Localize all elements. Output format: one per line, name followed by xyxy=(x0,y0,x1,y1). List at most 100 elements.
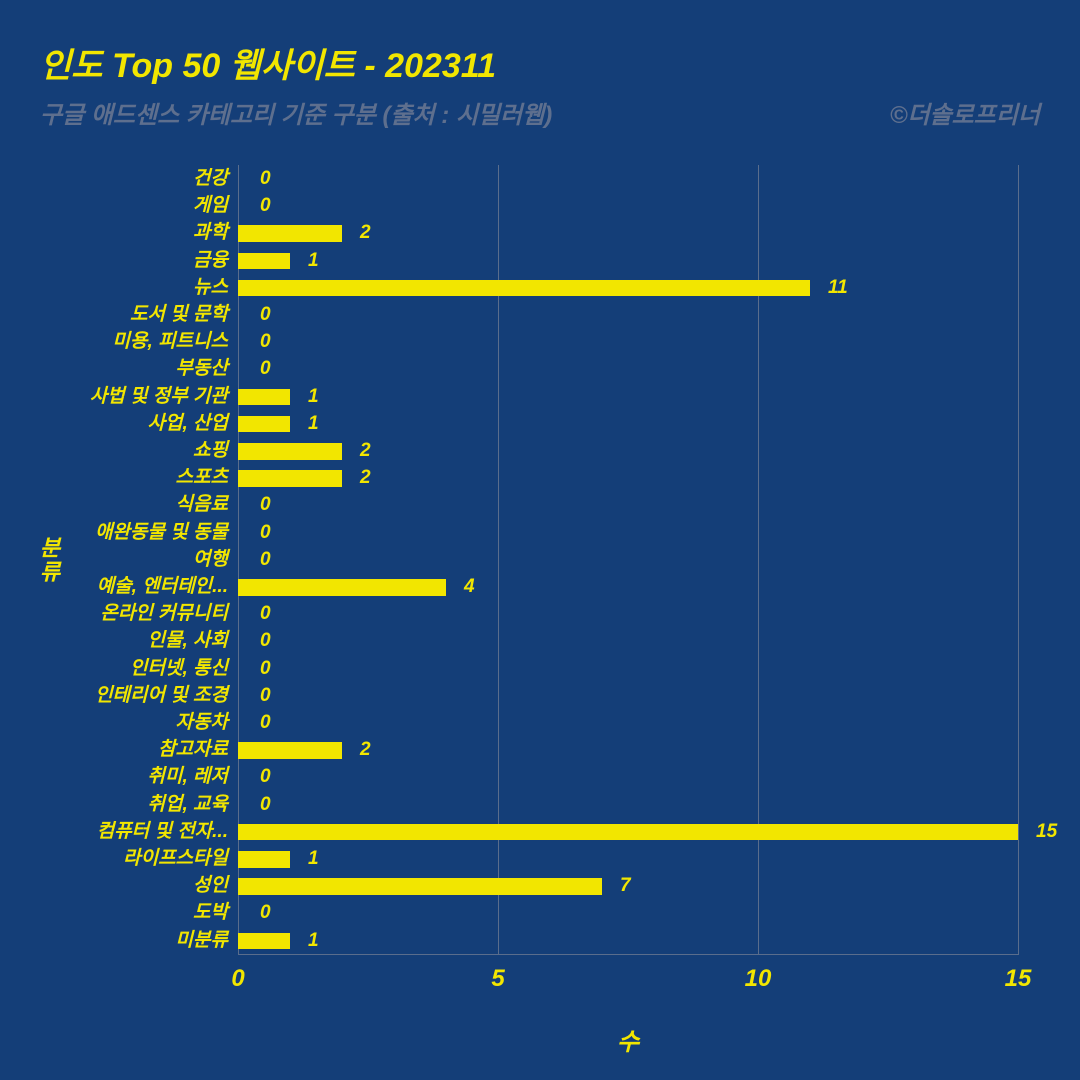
bar xyxy=(238,579,446,596)
bar xyxy=(238,470,342,487)
value-label: 1 xyxy=(308,383,319,410)
value-label: 1 xyxy=(308,410,319,437)
bar-row: 스포츠2 xyxy=(238,464,1018,491)
category-label: 인물, 사회 xyxy=(148,627,238,654)
category-label: 부동산 xyxy=(176,355,238,382)
bar-row: 도박0 xyxy=(238,899,1018,926)
value-label: 0 xyxy=(260,791,271,818)
value-label: 0 xyxy=(260,655,271,682)
category-label: 도서 및 문학 xyxy=(130,301,238,328)
bar-row: 예술, 엔터테인...4 xyxy=(238,573,1018,600)
category-label: 취미, 레저 xyxy=(148,763,238,790)
x-tick-label: 15 xyxy=(1005,965,1032,993)
x-ticks: 수 051015 xyxy=(238,965,1018,1005)
chart-title: 인도 Top 50 웹사이트 - 202311 xyxy=(40,46,1040,87)
bar xyxy=(238,225,342,242)
category-label: 식음료 xyxy=(176,491,238,518)
value-label: 0 xyxy=(260,546,271,573)
bar xyxy=(238,933,290,950)
value-label: 0 xyxy=(260,600,271,627)
bar-row: 취미, 레저0 xyxy=(238,763,1018,790)
value-label: 0 xyxy=(260,192,271,219)
bar xyxy=(238,416,290,433)
value-label: 2 xyxy=(360,736,371,763)
bar xyxy=(238,280,810,297)
value-label: 0 xyxy=(260,682,271,709)
category-label: 자동차 xyxy=(176,709,238,736)
category-label: 과학 xyxy=(193,219,238,246)
bar xyxy=(238,389,290,406)
category-label: 컴퓨터 및 전자... xyxy=(97,818,238,845)
value-label: 0 xyxy=(260,709,271,736)
bar xyxy=(238,742,342,759)
bar xyxy=(238,878,602,895)
category-label: 여행 xyxy=(193,546,238,573)
category-label: 인터넷, 통신 xyxy=(130,655,238,682)
bar-row: 인터넷, 통신0 xyxy=(238,655,1018,682)
bar-row: 취업, 교육0 xyxy=(238,791,1018,818)
category-label: 금융 xyxy=(193,247,238,274)
y-axis-label: 분류 xyxy=(32,536,64,584)
x-tick-label: 5 xyxy=(491,965,504,993)
plot-area: 분류 수 051015 건강0게임0과학2금융1뉴스11도서 및 문학0미용, … xyxy=(238,165,1018,955)
chart-subtitle: 구글 애드센스 카테고리 기준 구분 (출처 : 시밀러웹) xyxy=(40,95,552,130)
bar-row: 미분류1 xyxy=(238,927,1018,954)
bar-row: 인테리어 및 조경0 xyxy=(238,682,1018,709)
bar-row: 애완동물 및 동물0 xyxy=(238,519,1018,546)
category-label: 인테리어 및 조경 xyxy=(95,682,238,709)
category-label: 미용, 피트니스 xyxy=(113,328,238,355)
category-label: 예술, 엔터테인... xyxy=(97,573,238,600)
category-label: 성인 xyxy=(193,872,238,899)
bar-row: 온라인 커뮤니티0 xyxy=(238,600,1018,627)
chart-credit: ©더솔로프리너 xyxy=(890,95,1040,130)
bar-row: 성인7 xyxy=(238,872,1018,899)
subtitle-row: 구글 애드센스 카테고리 기준 구분 (출처 : 시밀러웹) ©더솔로프리너 xyxy=(40,95,1040,130)
value-label: 2 xyxy=(360,464,371,491)
category-label: 사법 및 정부 기관 xyxy=(90,383,238,410)
bar xyxy=(238,443,342,460)
value-label: 1 xyxy=(308,247,319,274)
value-label: 1 xyxy=(308,845,319,872)
bar-row: 식음료0 xyxy=(238,491,1018,518)
chart-canvas: 인도 Top 50 웹사이트 - 202311 구글 애드센스 카테고리 기준 … xyxy=(0,0,1080,1080)
bar xyxy=(238,253,290,270)
category-label: 미분류 xyxy=(176,927,238,954)
category-label: 온라인 커뮤니티 xyxy=(100,600,238,627)
category-label: 뉴스 xyxy=(193,274,238,301)
bar-row: 참고자료2 xyxy=(238,736,1018,763)
value-label: 7 xyxy=(620,872,631,899)
bar-row: 금융1 xyxy=(238,247,1018,274)
bar xyxy=(238,851,290,868)
bar-row: 과학2 xyxy=(238,219,1018,246)
value-label: 2 xyxy=(360,437,371,464)
value-label: 0 xyxy=(260,328,271,355)
bar-row: 게임0 xyxy=(238,192,1018,219)
value-label: 0 xyxy=(260,355,271,382)
bar-row: 도서 및 문학0 xyxy=(238,301,1018,328)
bar-row: 여행0 xyxy=(238,546,1018,573)
bar-row: 뉴스11 xyxy=(238,274,1018,301)
value-label: 0 xyxy=(260,519,271,546)
value-label: 0 xyxy=(260,763,271,790)
category-label: 게임 xyxy=(193,192,238,219)
bar-row: 사업, 산업1 xyxy=(238,410,1018,437)
bar-row: 라이프스타일1 xyxy=(238,845,1018,872)
value-label: 0 xyxy=(260,627,271,654)
value-label: 0 xyxy=(260,491,271,518)
x-tick-label: 10 xyxy=(745,965,772,993)
value-label: 4 xyxy=(464,573,475,600)
value-label: 2 xyxy=(360,219,371,246)
value-label: 0 xyxy=(260,899,271,926)
x-axis-label: 수 xyxy=(617,1022,639,1057)
value-label: 1 xyxy=(308,927,319,954)
x-baseline xyxy=(238,954,1018,955)
bar-row: 건강0 xyxy=(238,165,1018,192)
category-label: 참고자료 xyxy=(158,736,238,763)
bar xyxy=(238,824,1018,841)
gridline xyxy=(1018,165,1019,955)
value-label: 0 xyxy=(260,165,271,192)
category-label: 취업, 교육 xyxy=(148,791,238,818)
bar-row: 사법 및 정부 기관1 xyxy=(238,383,1018,410)
value-label: 11 xyxy=(828,274,848,301)
bar-row: 자동차0 xyxy=(238,709,1018,736)
